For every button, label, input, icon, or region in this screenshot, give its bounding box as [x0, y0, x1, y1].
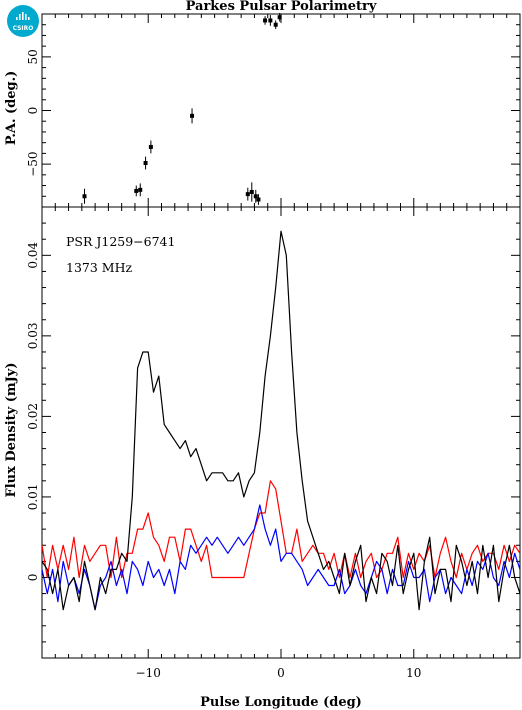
- logo-bar: [16, 17, 18, 20]
- x-tick-label: 10: [406, 666, 421, 680]
- psr-name-annotation: PSR J1259−6741: [66, 234, 175, 249]
- flux-tick-label: 0: [26, 574, 40, 582]
- pa-point: [143, 161, 148, 166]
- pa-point: [256, 197, 261, 202]
- pa-point: [82, 194, 87, 199]
- x-tick-label: 0: [277, 666, 285, 680]
- csiro-logo-text: CSIRO: [13, 25, 34, 32]
- axis-tick-labels: −10 0 10 −50 0 50 0 0.01 0.02 0.03 0.04: [26, 49, 421, 680]
- linear-polarization-line: [42, 480, 520, 579]
- pa-axis-label: P.A. (deg.): [4, 71, 19, 146]
- flux-axis-label: Flux Density (mJy): [4, 363, 19, 498]
- pa-point: [253, 194, 258, 199]
- pa-point: [148, 144, 153, 149]
- flux-tick-label: 0.01: [26, 484, 40, 511]
- csiro-logo-bars-icon: [16, 12, 30, 20]
- logo-bar: [28, 17, 30, 20]
- pa-point: [268, 18, 273, 23]
- pa-point: [190, 113, 195, 118]
- pa-point: [134, 188, 139, 193]
- logo-bar: [25, 14, 27, 20]
- pa-points: [82, 12, 282, 205]
- logo-bar: [19, 14, 21, 20]
- x-tick-label: −10: [136, 666, 161, 680]
- pa-tick-label: 0: [26, 107, 40, 115]
- flux-tick-label: 0.02: [26, 403, 40, 430]
- pa-point: [263, 18, 268, 23]
- frequency-annotation: 1373 MHz: [66, 260, 132, 275]
- csiro-logo-circle: [7, 5, 39, 37]
- pa-point: [138, 187, 143, 192]
- pa-point: [245, 192, 250, 197]
- axis-ticks: [41, 13, 521, 659]
- pa-panel-frame: [41, 13, 521, 208]
- pa-tick-label: −50: [26, 151, 40, 176]
- flux-tick-label: 0.03: [26, 322, 40, 349]
- pa-tick-label: 50: [26, 49, 40, 64]
- flux-tick-label: 0.04: [26, 242, 40, 269]
- pa-point: [277, 15, 282, 20]
- csiro-logo: CSIRO: [7, 5, 39, 37]
- x-axis-label: Pulse Longitude (deg): [200, 695, 362, 710]
- pa-point: [273, 22, 278, 27]
- total-intensity-line: [42, 230, 520, 611]
- chart-title: Parkes Pulsar Polarimetry: [186, 0, 377, 14]
- logo-bar: [22, 12, 24, 20]
- flux-profiles: [42, 230, 520, 611]
- pa-point: [249, 189, 254, 194]
